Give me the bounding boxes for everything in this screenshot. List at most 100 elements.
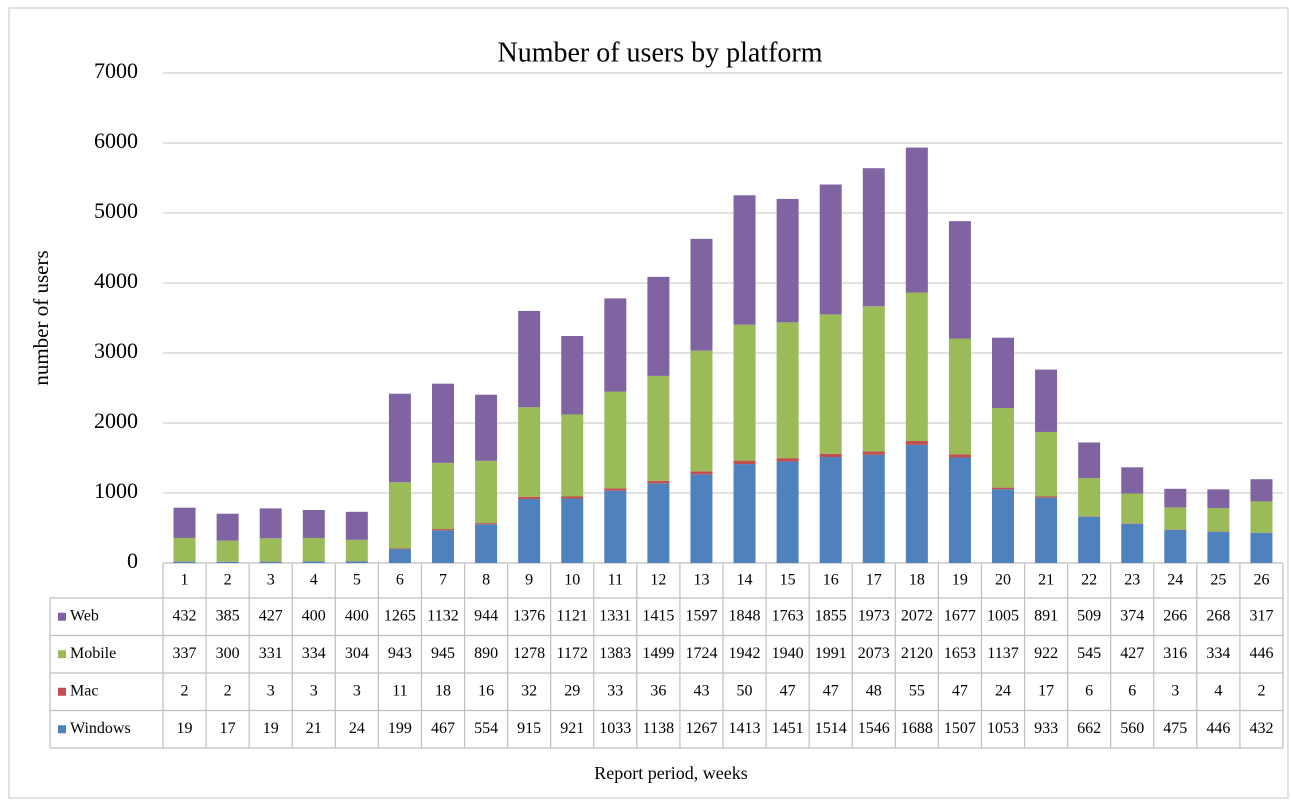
bar-segment <box>217 514 239 541</box>
bar-segment <box>1250 533 1272 563</box>
table-value: 1973 <box>858 607 890 624</box>
bar-segment <box>561 499 583 563</box>
table-value: 1724 <box>685 645 717 662</box>
table-value: 1514 <box>815 720 847 737</box>
table-value: 48 <box>866 682 882 699</box>
bar-segment <box>518 311 540 407</box>
bar-segment <box>303 562 325 563</box>
table-value: 1688 <box>901 720 933 737</box>
table-value: 21 <box>306 720 322 737</box>
table-value: 32 <box>521 682 537 699</box>
bar-segment <box>690 471 712 474</box>
x-tick-label: 26 <box>1253 572 1269 589</box>
x-tick-label: 16 <box>823 572 839 589</box>
table-value: 475 <box>1163 720 1187 737</box>
y-tick-label: 7000 <box>94 58 138 83</box>
table-value: 17 <box>1038 682 1054 699</box>
x-tick-label: 19 <box>952 572 968 589</box>
bar-segment <box>1078 478 1100 516</box>
table-value: 300 <box>216 645 240 662</box>
y-tick-label: 3000 <box>94 338 138 363</box>
table-value: 1138 <box>643 720 674 737</box>
x-tick-label: 22 <box>1081 572 1097 589</box>
bar-segment <box>174 562 196 563</box>
table-value: 1855 <box>815 607 847 624</box>
table-value: 446 <box>1249 645 1273 662</box>
bar-segment <box>1035 497 1057 498</box>
bar-segment <box>992 489 1014 563</box>
bar-segment <box>690 474 712 563</box>
bar-segment <box>777 461 799 563</box>
table-value: 1940 <box>772 645 804 662</box>
table-value: 334 <box>1206 645 1230 662</box>
table-value: 1331 <box>599 607 631 624</box>
table-value: 47 <box>823 682 839 699</box>
table-value: 662 <box>1077 720 1101 737</box>
legend-swatch <box>58 725 66 733</box>
x-tick-label: 5 <box>353 572 361 589</box>
table-value: 334 <box>302 645 326 662</box>
table-value: 337 <box>173 645 197 662</box>
table-value: 945 <box>431 645 455 662</box>
table-value: 3 <box>1171 682 1179 699</box>
legend-swatch <box>58 688 66 696</box>
table-value: 890 <box>474 645 498 662</box>
table-value: 29 <box>564 682 580 699</box>
table-value: 2120 <box>901 645 933 662</box>
bar-segment <box>949 458 971 563</box>
bar-segment <box>604 392 626 489</box>
bar-segment <box>346 561 368 563</box>
table-value: 921 <box>560 720 584 737</box>
bar-segment <box>260 562 282 563</box>
table-value: 1053 <box>987 720 1019 737</box>
x-tick-label: 14 <box>737 572 753 589</box>
table-value: 943 <box>388 645 412 662</box>
x-tick-label: 25 <box>1210 572 1226 589</box>
table-value: 50 <box>737 682 753 699</box>
table-value: 304 <box>345 645 369 662</box>
table-value: 24 <box>995 682 1011 699</box>
bar-segment <box>647 376 669 481</box>
x-tick-label: 24 <box>1167 572 1183 589</box>
chart-title: Number of users by platform <box>497 37 822 68</box>
table-value: 266 <box>1163 607 1187 624</box>
bar-segment <box>389 394 411 483</box>
table-value: 915 <box>517 720 541 737</box>
bar-segment <box>346 540 368 561</box>
table-value: 2 <box>224 682 232 699</box>
legend-swatch <box>58 650 66 658</box>
y-tick-label: 5000 <box>94 198 138 223</box>
bar-segment <box>992 488 1014 490</box>
bar-segment <box>690 351 712 472</box>
bar-segment <box>1078 517 1100 563</box>
table-value: 1376 <box>513 607 545 624</box>
table-value: 891 <box>1034 607 1058 624</box>
table-value: 1121 <box>557 607 588 624</box>
table-value: 17 <box>220 720 236 737</box>
bar-segment <box>346 512 368 540</box>
table-value: 1848 <box>729 607 761 624</box>
table-value: 6 <box>1085 682 1093 699</box>
table-value: 1267 <box>685 720 717 737</box>
legend-label: Mobile <box>70 645 116 662</box>
y-tick-label: 2000 <box>94 408 138 433</box>
bar-segment <box>518 497 540 499</box>
table-value: 316 <box>1163 645 1187 662</box>
bar-segment <box>389 548 411 549</box>
x-tick-label: 3 <box>267 572 275 589</box>
table-value: 1942 <box>729 645 761 662</box>
table-value: 1383 <box>599 645 631 662</box>
bar-segment <box>1035 370 1057 432</box>
bar-segment <box>992 408 1014 488</box>
bar-segment <box>303 538 325 561</box>
bar-segment <box>1207 489 1229 508</box>
bar-segment <box>217 541 239 562</box>
table-value: 11 <box>392 682 407 699</box>
bar-segment <box>389 549 411 563</box>
table-value: 1451 <box>772 720 804 737</box>
bar-segment <box>432 530 454 563</box>
bar-segment <box>518 407 540 496</box>
table-value: 1265 <box>384 607 416 624</box>
